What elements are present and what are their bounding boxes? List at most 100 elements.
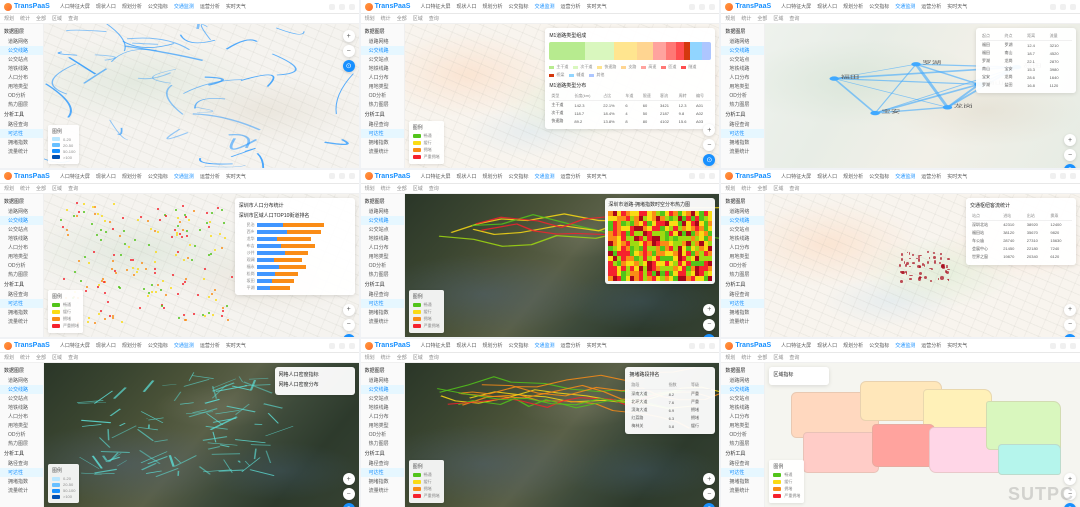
sidebar-item[interactable]: OD分析 <box>0 91 43 100</box>
locate-btn[interactable]: ⊙ <box>343 60 355 72</box>
sidebar-item[interactable]: 地铁线路 <box>0 234 43 243</box>
sidebar-item[interactable]: 路径查询 <box>721 459 764 468</box>
locate-btn[interactable]: ⊙ <box>1064 164 1076 168</box>
subnav-item[interactable]: 统计 <box>381 15 391 22</box>
nav-item[interactable]: 人口特征大屏 <box>60 173 90 180</box>
zoom-in-btn[interactable]: + <box>1064 304 1076 316</box>
subnav-item[interactable]: 全部 <box>397 185 407 192</box>
nav-item[interactable]: 运营分析 <box>561 342 581 349</box>
logo[interactable]: TransPaaS <box>725 172 771 180</box>
sidebar-item[interactable]: 流量统计 <box>0 147 43 156</box>
sidebar-item[interactable]: 公交线路 <box>361 385 404 394</box>
nav-item[interactable]: 运营分析 <box>921 342 941 349</box>
zoom-out-btn[interactable]: − <box>343 488 355 500</box>
sidebar-item[interactable]: 公交站点 <box>0 225 43 234</box>
search-icon[interactable] <box>329 173 335 179</box>
nav-item[interactable]: 公交指标 <box>509 342 529 349</box>
subnav-item[interactable]: 规划 <box>4 15 14 22</box>
subnav-item[interactable]: 统计 <box>381 185 391 192</box>
subnav-item[interactable]: 区域 <box>773 354 783 361</box>
user-icon[interactable] <box>1070 343 1076 349</box>
zoom-out-btn[interactable]: − <box>1064 319 1076 331</box>
nav-item[interactable]: 公交指标 <box>148 342 168 349</box>
nav-item[interactable]: 交通监测 <box>895 342 915 349</box>
subnav-item[interactable]: 规划 <box>4 185 14 192</box>
nav-item[interactable]: 现状人口 <box>817 173 837 180</box>
sidebar-item[interactable]: 公交线路 <box>721 46 764 55</box>
zoom-in-btn[interactable]: + <box>703 304 715 316</box>
search-icon[interactable] <box>689 343 695 349</box>
sidebar-item[interactable]: 地铁线路 <box>721 234 764 243</box>
sidebar-item[interactable]: 用地类型 <box>721 252 764 261</box>
nav-item[interactable]: 实时天气 <box>947 342 967 349</box>
sidebar-item[interactable]: 用地类型 <box>0 252 43 261</box>
sidebar-item[interactable]: 可达性 <box>0 299 43 308</box>
zoom-in-btn[interactable]: + <box>343 30 355 42</box>
settings-icon[interactable] <box>1060 173 1066 179</box>
nav-item[interactable]: 规划分析 <box>843 342 863 349</box>
nav-item[interactable]: 运营分析 <box>200 3 220 10</box>
nav-item[interactable]: 交通监测 <box>895 3 915 10</box>
subnav-item[interactable]: 区域 <box>52 354 62 361</box>
sidebar-item[interactable]: 人口分布 <box>0 243 43 252</box>
nav-item[interactable]: 现状人口 <box>456 342 476 349</box>
nav-item[interactable]: 规划分析 <box>483 173 503 180</box>
sidebar-item[interactable]: 可达性 <box>721 299 764 308</box>
sidebar-item[interactable]: 公交线路 <box>721 216 764 225</box>
sidebar-item[interactable]: 用地类型 <box>361 252 404 261</box>
sidebar-item[interactable]: 流量统计 <box>361 147 404 156</box>
subnav-item[interactable]: 全部 <box>397 354 407 361</box>
sidebar-item[interactable]: 人口分布 <box>361 412 404 421</box>
locate-btn[interactable]: ⊙ <box>703 503 715 507</box>
logo[interactable]: TransPaaS <box>365 342 411 350</box>
locate-btn[interactable]: ⊙ <box>703 334 715 338</box>
nav-item[interactable]: 运营分析 <box>200 342 220 349</box>
sidebar-item[interactable]: 拥堵指数 <box>721 308 764 317</box>
zoom-out-btn[interactable]: − <box>703 319 715 331</box>
subnav-item[interactable]: 查询 <box>68 185 78 192</box>
nav-item[interactable]: 交通监测 <box>535 342 555 349</box>
sidebar-item[interactable]: 流量统计 <box>361 317 404 326</box>
settings-icon[interactable] <box>339 173 345 179</box>
zoom-in-btn[interactable]: + <box>1064 134 1076 146</box>
sidebar-item[interactable]: 道路网络 <box>721 37 764 46</box>
sidebar-item[interactable]: 公交线路 <box>721 385 764 394</box>
user-icon[interactable] <box>709 173 715 179</box>
sidebar-item[interactable]: 地铁线路 <box>361 403 404 412</box>
sidebar-item[interactable]: OD分析 <box>361 91 404 100</box>
nav-item[interactable]: 运营分析 <box>561 3 581 10</box>
settings-icon[interactable] <box>1060 4 1066 10</box>
sidebar-item[interactable]: 人口分布 <box>0 412 43 421</box>
sidebar-item[interactable]: 公交站点 <box>361 55 404 64</box>
sidebar-item[interactable]: 拥堵指数 <box>361 308 404 317</box>
nav-item[interactable]: 交通监测 <box>174 3 194 10</box>
sidebar-item[interactable]: 道路网络 <box>361 207 404 216</box>
subnav-item[interactable]: 区域 <box>773 185 783 192</box>
subnav-item[interactable]: 查询 <box>789 354 799 361</box>
nav-item[interactable]: 实时天气 <box>947 173 967 180</box>
sidebar-item[interactable]: 流量统计 <box>0 486 43 495</box>
subnav-item[interactable]: 全部 <box>36 15 46 22</box>
sidebar-item[interactable]: 公交站点 <box>721 55 764 64</box>
nav-item[interactable]: 人口特征大屏 <box>420 173 450 180</box>
sidebar-item[interactable]: 公交站点 <box>361 394 404 403</box>
nav-item[interactable]: 现状人口 <box>817 3 837 10</box>
sidebar-item[interactable]: 道路网络 <box>0 37 43 46</box>
logo[interactable]: TransPaaS <box>725 3 771 11</box>
sidebar-item[interactable]: 路径查询 <box>0 290 43 299</box>
nav-item[interactable]: 现状人口 <box>456 3 476 10</box>
map[interactable]: 交通枢纽客流统计站点进站出站换乘深圳北站423103892012400福田站38… <box>765 194 1080 338</box>
subnav-item[interactable]: 规划 <box>365 15 375 22</box>
subnav-item[interactable]: 全部 <box>36 185 46 192</box>
logo[interactable]: TransPaaS <box>725 342 771 350</box>
subnav-item[interactable]: 统计 <box>741 185 751 192</box>
subnav-item[interactable]: 全部 <box>757 185 767 192</box>
nav-item[interactable]: 运营分析 <box>200 173 220 180</box>
sidebar-item[interactable]: 路径查询 <box>361 120 404 129</box>
map[interactable]: 深圳市道路-拥堵指数时空分布热力图 图例 畅通缓行拥堵严重拥堵 + − ⊙ <box>405 194 720 338</box>
user-icon[interactable] <box>709 4 715 10</box>
zoom-in-btn[interactable]: + <box>343 304 355 316</box>
subnav-item[interactable]: 查询 <box>789 15 799 22</box>
zoom-out-btn[interactable]: − <box>343 45 355 57</box>
nav-item[interactable]: 实时天气 <box>226 173 246 180</box>
